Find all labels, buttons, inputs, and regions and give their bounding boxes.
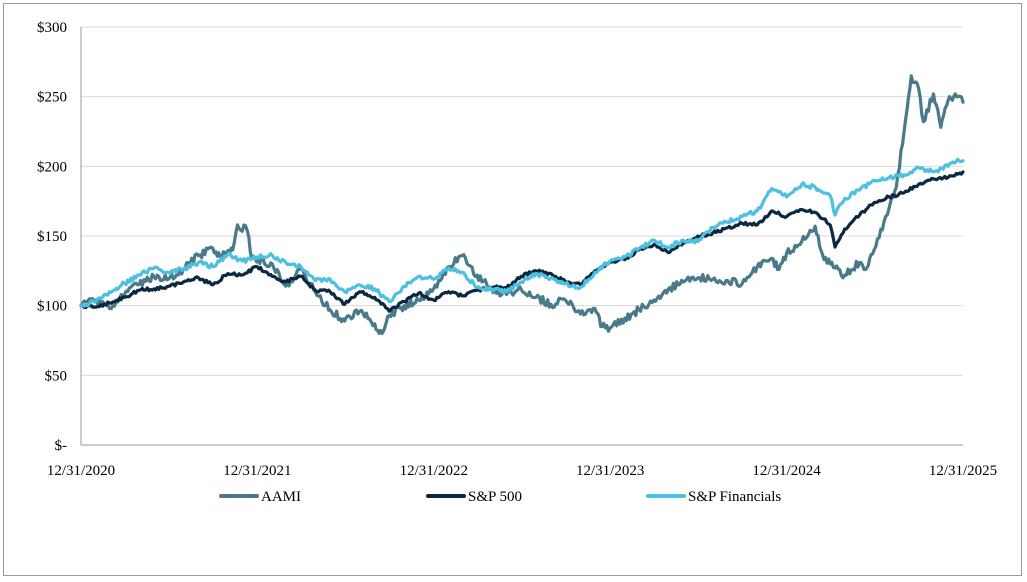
x-tick-label: 12/31/2020 bbox=[47, 463, 115, 479]
series-line bbox=[79, 157, 965, 308]
y-tick-label: $200 bbox=[37, 159, 67, 175]
y-tick-label: $100 bbox=[37, 299, 67, 315]
series-line bbox=[79, 74, 965, 336]
y-tick-label: $150 bbox=[37, 229, 67, 245]
legend: AAMI S&P 500 S&P Financials bbox=[219, 489, 781, 505]
legend-label: S&P 500 bbox=[468, 489, 522, 505]
x-tick-label: 12/31/2025 bbox=[929, 463, 997, 479]
series-lines bbox=[79, 74, 965, 336]
series-line bbox=[79, 170, 965, 313]
x-tick-label: 12/31/2022 bbox=[400, 463, 468, 479]
legend-label: S&P Financials bbox=[688, 489, 781, 505]
x-tick-label: 12/31/2021 bbox=[223, 463, 291, 479]
legend-label: AAMI bbox=[261, 489, 301, 505]
x-axis-ticks: 12/31/2020 12/31/2021 12/31/2022 12/31/2023… bbox=[47, 463, 997, 479]
y-tick-label: $50 bbox=[45, 368, 68, 384]
y-axis-ticks: $- $50 $100 $150 $200 $250 $300 bbox=[37, 20, 67, 454]
x-tick-label: 12/31/2023 bbox=[576, 463, 644, 479]
y-tick-label: $250 bbox=[37, 90, 67, 106]
y-tick-label: $300 bbox=[37, 20, 67, 36]
line-chart: $-$50$100$150$200$250$300 12/31/2020 12/3… bbox=[37, 20, 997, 505]
grid-lines bbox=[81, 26, 963, 376]
axes bbox=[80, 27, 963, 446]
chart-frame: $- $50 $100 $150 $200 $250 $300 12/31/2020 12/3… bbox=[3, 3, 1022, 576]
x-tick-label: 12/31/2024 bbox=[752, 463, 821, 479]
y-tick-label: $- bbox=[55, 438, 68, 454]
